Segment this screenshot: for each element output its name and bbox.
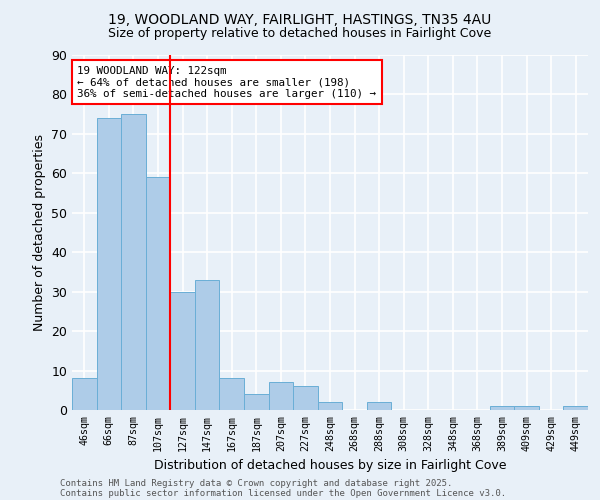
Bar [514, 406, 539, 410]
Text: Contains HM Land Registry data © Crown copyright and database right 2025.: Contains HM Land Registry data © Crown c… [60, 478, 452, 488]
Bar [170, 292, 195, 410]
Bar [195, 280, 220, 410]
Bar [244, 394, 269, 410]
Bar [121, 114, 146, 410]
Y-axis label: Number of detached properties: Number of detached properties [32, 134, 46, 331]
X-axis label: Distribution of detached houses by size in Fairlight Cove: Distribution of detached houses by size … [154, 459, 506, 472]
Bar [490, 406, 514, 410]
Text: 19 WOODLAND WAY: 122sqm
← 64% of detached houses are smaller (198)
36% of semi-d: 19 WOODLAND WAY: 122sqm ← 64% of detache… [77, 66, 376, 99]
Bar [97, 118, 121, 410]
Bar [318, 402, 342, 410]
Bar [72, 378, 97, 410]
Bar [293, 386, 318, 410]
Text: Contains public sector information licensed under the Open Government Licence v3: Contains public sector information licen… [60, 488, 506, 498]
Bar [367, 402, 391, 410]
Text: 19, WOODLAND WAY, FAIRLIGHT, HASTINGS, TN35 4AU: 19, WOODLAND WAY, FAIRLIGHT, HASTINGS, T… [109, 12, 491, 26]
Bar [146, 178, 170, 410]
Text: Size of property relative to detached houses in Fairlight Cove: Size of property relative to detached ho… [109, 28, 491, 40]
Bar [220, 378, 244, 410]
Bar [563, 406, 588, 410]
Bar [269, 382, 293, 410]
